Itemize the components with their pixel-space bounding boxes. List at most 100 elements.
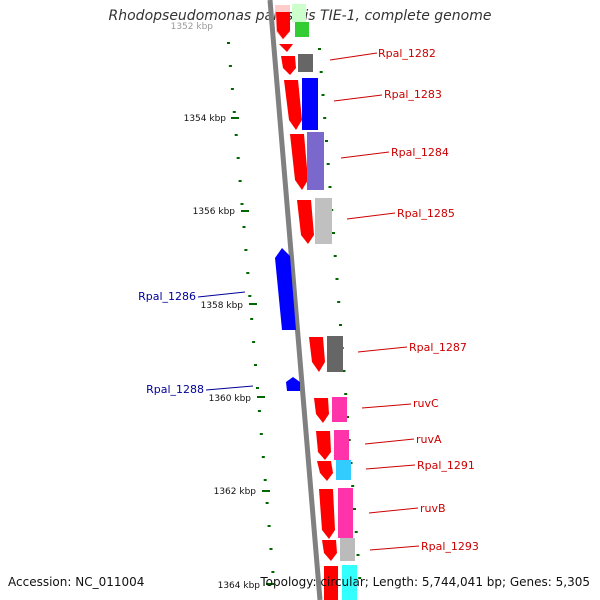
ruler-minor-tick	[240, 203, 244, 205]
ruler-minor-tick	[246, 272, 250, 274]
track-minor-tick	[332, 232, 335, 234]
ruler-minor-tick	[269, 548, 273, 550]
ruler-label-1360: 1360 kbp	[209, 394, 252, 404]
gene-arrow-rpal-1287[interactable]	[309, 337, 325, 372]
label-rpal-1285[interactable]: Rpal_1285	[397, 207, 455, 220]
cog-box-gray-1282	[298, 54, 313, 72]
gene-arrow-b[interactable]	[279, 44, 293, 52]
cog-boxes	[292, 4, 357, 600]
gene-arrow-rpal-1288[interactable]	[286, 377, 300, 391]
ruler-minor-tick	[238, 180, 242, 182]
track-minor-tick	[358, 577, 362, 579]
track-minor-tick	[351, 485, 355, 487]
ruler-label-1362: 1362 kbp	[214, 487, 257, 497]
gene-arrow-ruvb[interactable]	[319, 489, 335, 539]
track-minor-tick	[346, 416, 349, 418]
cog-box-gray-1287	[327, 336, 343, 372]
cog-box-pale-green	[292, 4, 306, 22]
ruler-minor-tick	[252, 341, 256, 343]
ruler-minor-tick	[230, 88, 234, 90]
label-rpal-1287[interactable]: Rpal_1287	[409, 341, 467, 354]
ruler-label-1354: 1354 kbp	[184, 114, 227, 124]
cog-box-blue-1283	[302, 78, 318, 130]
ruler-minor-tick	[242, 226, 246, 228]
track-minor-tick	[354, 531, 358, 533]
track-minor-tick	[339, 324, 342, 326]
label-rpal-1286[interactable]: Rpal_1286	[138, 290, 196, 303]
ruler-minor-tick	[267, 525, 271, 527]
label-ruva[interactable]: ruvA	[416, 433, 442, 446]
ruler-minor-tick	[256, 387, 259, 389]
ruler-minor-tick	[228, 65, 232, 67]
feature-labels: Rpal_1282 Rpal_1283 Rpal_1284 Rpal_1285 …	[138, 47, 479, 553]
ruler-label-1356: 1356 kbp	[193, 207, 236, 217]
ruler-minor-tick	[261, 456, 265, 458]
ruler-minor-tick	[257, 410, 261, 412]
cog-box-magenta-ruva	[334, 430, 349, 460]
track-minor-tick	[335, 278, 339, 280]
track-minor-tick	[323, 117, 327, 119]
label-ruvb[interactable]: ruvB	[420, 502, 446, 515]
ruler-dots	[227, 42, 275, 573]
gene-arrow-rpal-1283[interactable]	[284, 80, 302, 130]
cog-box-magenta-ruvc	[332, 397, 347, 422]
ruler-minor-tick	[271, 571, 275, 573]
ruler-label-1358: 1358 kbp	[201, 301, 244, 311]
track-minor-tick	[325, 140, 328, 142]
cog-box-cyan-1291	[336, 460, 351, 480]
ruler-minor-tick	[259, 433, 263, 435]
cog-box-cyan-bottom	[342, 565, 357, 600]
track-minor-tick	[344, 393, 348, 395]
track-minor-tick	[347, 439, 351, 441]
gene-arrow-ruva[interactable]	[316, 431, 331, 460]
label-ruvc[interactable]: ruvC	[413, 397, 439, 410]
track-minor-tick	[328, 186, 332, 188]
track-minor-tick	[333, 255, 337, 257]
gene-arrow-bottom[interactable]	[324, 566, 338, 600]
ruler-minor-tick	[263, 479, 267, 481]
cog-box-magenta-ruvb	[338, 488, 353, 538]
label-rpal-1291[interactable]: Rpal_1291	[417, 459, 475, 472]
ruler-minor-tick	[248, 295, 252, 297]
accession-text: Accession: NC_011004	[8, 575, 145, 589]
gene-arrow-rpal-1293[interactable]	[322, 540, 337, 561]
track-minor-tick	[337, 301, 341, 303]
label-rpal-1288[interactable]: Rpal_1288	[146, 383, 204, 396]
ruler-minor-tick	[265, 502, 269, 504]
cog-box-green	[295, 22, 309, 37]
gene-arrow-rpal-1284[interactable]	[290, 134, 308, 190]
forward-genes	[275, 5, 338, 600]
cog-box-purple-1284	[307, 132, 324, 190]
cog-box-lightgray-1293	[340, 538, 355, 561]
ruler-minor-tick	[232, 111, 236, 113]
label-rpal-1282[interactable]: Rpal_1282	[378, 47, 436, 60]
ruler-minor-tick	[250, 318, 254, 320]
ruler-minor-tick	[236, 157, 240, 159]
gene-arrow-rpal-1285[interactable]	[297, 200, 314, 244]
ruler-minor-tick	[244, 249, 248, 251]
track-minor-tick	[356, 554, 360, 556]
track-minor-tick	[321, 94, 325, 96]
gene-arrow-rpal-1282[interactable]	[281, 56, 296, 75]
ruler-label-1352: 1352 kbp	[171, 22, 214, 32]
genome-backbone	[267, 0, 323, 600]
track-minor-tick	[342, 370, 346, 372]
gene-arrow-rpal-1291[interactable]	[317, 461, 333, 481]
cog-dots	[318, 48, 362, 579]
track-minor-tick	[353, 508, 356, 510]
cog-box-lightgray-1285	[315, 198, 332, 244]
label-rpal-1293[interactable]: Rpal_1293	[421, 540, 479, 553]
ruler-label-1364: 1364 kbp	[218, 581, 261, 591]
track-minor-tick	[318, 48, 321, 50]
gene-arrow-ruvc[interactable]	[314, 398, 329, 423]
ruler: 1354 kbp 1356 kbp 1358 kbp 1360 kbp 1362…	[171, 22, 274, 591]
gene-arrow-a[interactable]	[276, 12, 290, 39]
gene-arrow-rpal-1286[interactable]	[275, 248, 296, 330]
ruler-minor-tick	[234, 134, 238, 136]
label-rpal-1284[interactable]: Rpal_1284	[391, 146, 449, 159]
reverse-genes	[275, 248, 300, 391]
track-minor-tick	[319, 71, 323, 73]
label-rpal-1283[interactable]: Rpal_1283	[384, 88, 442, 101]
genome-summary: Topology: circular; Length: 5,744,041 bp…	[260, 575, 590, 589]
